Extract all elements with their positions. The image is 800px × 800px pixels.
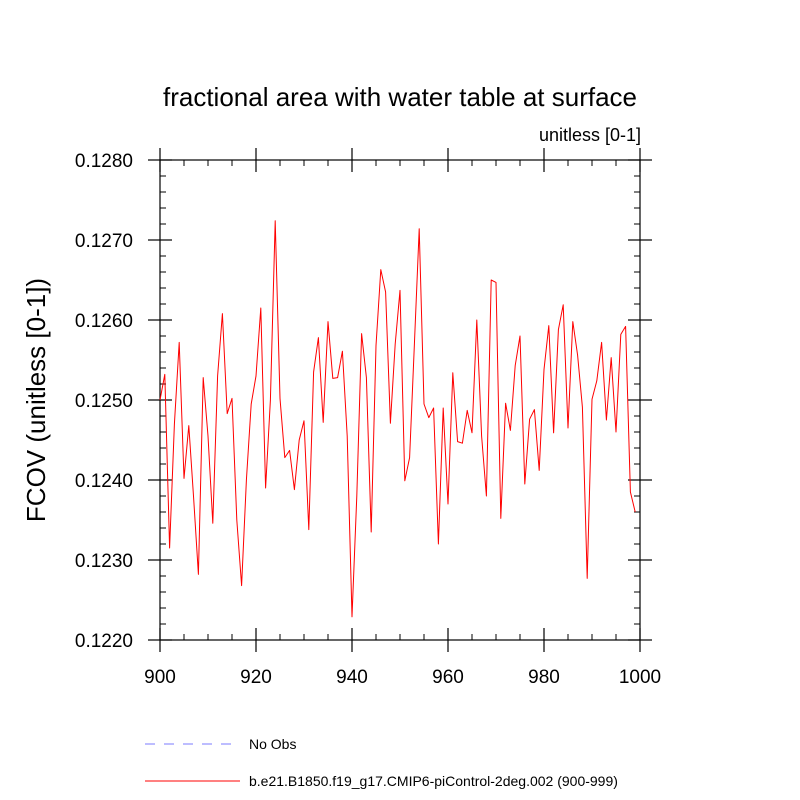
y-tick-label: 0.1240 bbox=[75, 471, 133, 492]
x-tick-label: 960 bbox=[432, 667, 464, 688]
x-tick-label: 980 bbox=[528, 667, 560, 688]
y-axis-label: FCOV (unitless [0-1]) bbox=[21, 278, 51, 522]
x-tick-label: 1000 bbox=[619, 667, 661, 688]
y-tick-label: 0.1220 bbox=[75, 631, 133, 652]
y-tick-label: 0.1250 bbox=[75, 391, 133, 412]
y-tick-label: 0.1230 bbox=[75, 551, 133, 572]
y-tick-label: 0.1280 bbox=[75, 151, 133, 172]
units-label: unitless [0-1] bbox=[539, 125, 641, 145]
y-tick-label: 0.1270 bbox=[75, 231, 133, 252]
series-line-1 bbox=[159, 220, 636, 618]
series-layer bbox=[159, 220, 636, 618]
legend: No Obs b.e21.B1850.f19_g17.CMIP6-piContr… bbox=[145, 736, 618, 789]
legend-label-no-obs: No Obs bbox=[249, 736, 296, 752]
y-axis: 0.1220 0.1230 0.1240 0.1250 0.1260 0.1270 0.12… bbox=[75, 151, 652, 652]
chart-title: fractional area with water table at surf… bbox=[163, 82, 637, 112]
x-axis: 900 920 940 960 980 1000 bbox=[144, 148, 661, 688]
legend-label-control-run: b.e21.B1850.f19_g17.CMIP6-piControl-2deg… bbox=[249, 773, 618, 789]
x-tick-label: 920 bbox=[240, 667, 272, 688]
y-tick-label: 0.1260 bbox=[75, 311, 133, 332]
x-tick-label: 900 bbox=[144, 667, 176, 688]
x-tick-label: 940 bbox=[336, 667, 368, 688]
